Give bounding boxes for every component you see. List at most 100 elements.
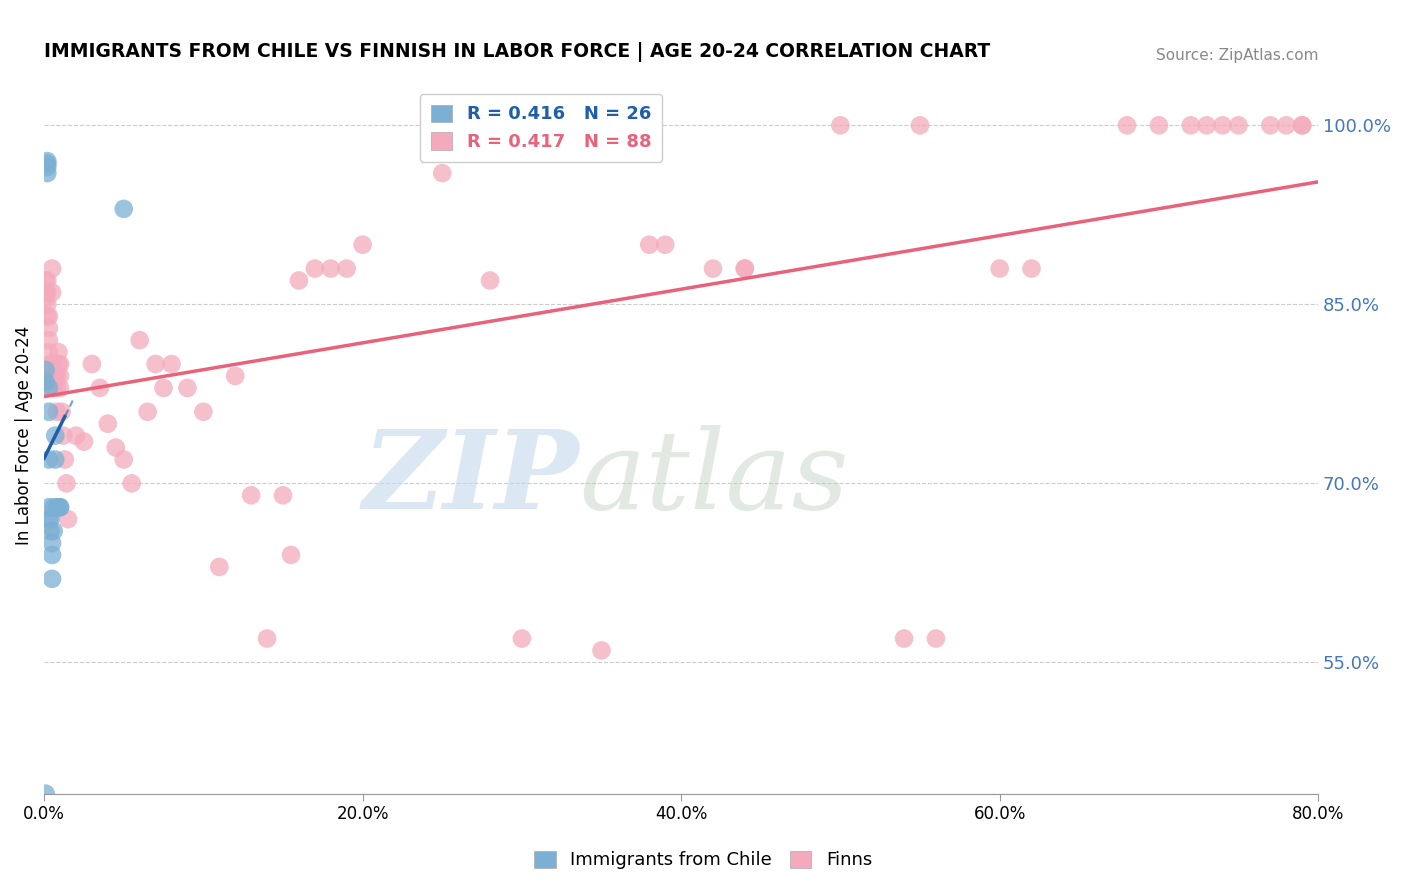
- Point: [38, 310, 60, 324]
- Point: [53, 452, 76, 467]
- Point: [1116, 119, 1139, 133]
- Point: [510, 632, 533, 646]
- Point: [38, 345, 60, 359]
- Point: [65, 428, 87, 442]
- Point: [44, 375, 66, 389]
- Point: [37, 297, 59, 311]
- Point: [42, 524, 65, 538]
- Point: [1212, 119, 1234, 133]
- Text: IMMIGRANTS FROM CHILE VS FINNISH IN LABOR FORCE | AGE 20-24 CORRELATION CHART: IMMIGRANTS FROM CHILE VS FINNISH IN LABO…: [44, 42, 990, 62]
- Point: [37, 310, 59, 324]
- Point: [38, 381, 60, 395]
- Point: [37, 160, 59, 174]
- Point: [44, 452, 66, 467]
- Legend: R = 0.416   N = 26, R = 0.417   N = 88: R = 0.416 N = 26, R = 0.417 N = 88: [420, 94, 662, 162]
- Point: [256, 632, 278, 646]
- Point: [925, 632, 948, 646]
- Point: [42, 500, 65, 515]
- Point: [37, 166, 59, 180]
- Point: [41, 536, 63, 550]
- Point: [654, 237, 676, 252]
- Point: [48, 345, 70, 359]
- Point: [304, 261, 326, 276]
- Point: [49, 500, 72, 515]
- Point: [591, 643, 613, 657]
- Point: [1291, 119, 1313, 133]
- Point: [38, 405, 60, 419]
- Point: [1147, 119, 1170, 133]
- Point: [112, 202, 135, 216]
- Point: [41, 285, 63, 300]
- Point: [240, 488, 263, 502]
- Point: [352, 237, 374, 252]
- Point: [41, 261, 63, 276]
- Point: [39, 357, 62, 371]
- Point: [638, 237, 661, 252]
- Point: [37, 285, 59, 300]
- Point: [45, 500, 67, 515]
- Point: [41, 548, 63, 562]
- Point: [45, 381, 67, 395]
- Point: [35, 363, 58, 377]
- Point: [319, 261, 342, 276]
- Text: Source: ZipAtlas.com: Source: ZipAtlas.com: [1156, 48, 1319, 63]
- Point: [37, 156, 59, 170]
- Point: [734, 261, 756, 276]
- Point: [224, 368, 246, 383]
- Point: [145, 357, 167, 371]
- Y-axis label: In Labor Force | Age 20-24: In Labor Force | Age 20-24: [15, 326, 32, 545]
- Point: [41, 381, 63, 395]
- Point: [128, 333, 150, 347]
- Point: [1021, 261, 1043, 276]
- Point: [55, 476, 77, 491]
- Point: [97, 417, 120, 431]
- Point: [48, 500, 70, 515]
- Point: [1275, 119, 1298, 133]
- Point: [80, 357, 103, 371]
- Point: [336, 261, 359, 276]
- Point: [479, 273, 502, 287]
- Point: [44, 428, 66, 442]
- Point: [73, 434, 96, 449]
- Point: [830, 119, 852, 133]
- Point: [208, 560, 231, 574]
- Point: [432, 166, 454, 180]
- Text: ZIP: ZIP: [363, 425, 579, 533]
- Point: [1260, 119, 1282, 133]
- Point: [41, 368, 63, 383]
- Point: [39, 524, 62, 538]
- Point: [41, 572, 63, 586]
- Point: [152, 381, 174, 395]
- Point: [288, 273, 311, 287]
- Point: [44, 368, 66, 383]
- Point: [112, 452, 135, 467]
- Point: [35, 273, 58, 287]
- Point: [280, 548, 302, 562]
- Point: [136, 405, 159, 419]
- Point: [42, 381, 65, 395]
- Point: [38, 512, 60, 526]
- Point: [104, 441, 127, 455]
- Point: [702, 261, 724, 276]
- Point: [193, 405, 215, 419]
- Point: [160, 357, 183, 371]
- Point: [908, 119, 931, 133]
- Point: [734, 261, 756, 276]
- Point: [49, 500, 72, 515]
- Legend: Immigrants from Chile, Finns: Immigrants from Chile, Finns: [524, 842, 882, 879]
- Point: [51, 405, 73, 419]
- Point: [89, 381, 111, 395]
- Point: [39, 368, 62, 383]
- Point: [38, 500, 60, 515]
- Point: [56, 512, 79, 526]
- Point: [49, 368, 72, 383]
- Point: [42, 381, 65, 395]
- Point: [35, 375, 58, 389]
- Point: [1291, 119, 1313, 133]
- Point: [37, 154, 59, 169]
- Point: [45, 405, 67, 419]
- Point: [988, 261, 1011, 276]
- Point: [1195, 119, 1218, 133]
- Point: [42, 368, 65, 383]
- Point: [45, 368, 67, 383]
